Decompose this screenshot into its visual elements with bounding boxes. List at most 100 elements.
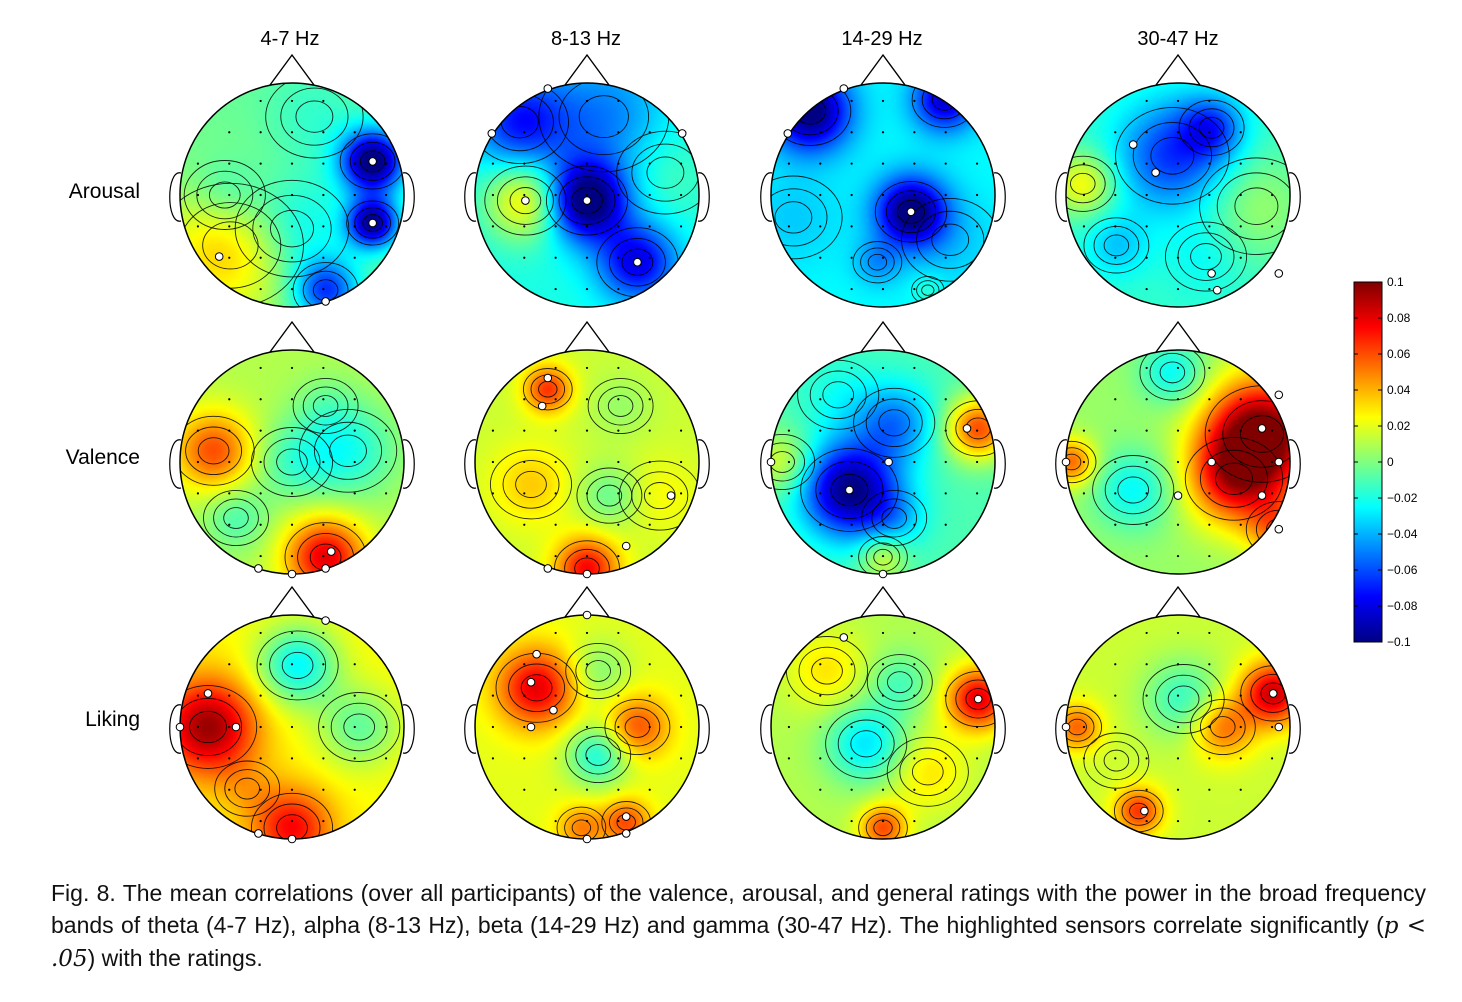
electrode-dot bbox=[913, 162, 916, 165]
topoplot-valence-alpha bbox=[464, 320, 710, 579]
electrode-dot bbox=[648, 429, 651, 432]
electrode-dot bbox=[353, 429, 356, 432]
colorbar-tick: −0.06 bbox=[1387, 563, 1418, 577]
electrode-dot bbox=[1270, 757, 1274, 760]
electrode-dot bbox=[228, 492, 231, 495]
right-ear-icon bbox=[697, 172, 710, 222]
electrode-dot bbox=[322, 131, 325, 134]
electrode-dot bbox=[384, 193, 388, 197]
nose-icon bbox=[860, 585, 906, 618]
electrode-dot bbox=[1082, 429, 1086, 432]
electrode-dot bbox=[679, 460, 683, 464]
nose-icon bbox=[1155, 320, 1201, 353]
significant-sensor-marker bbox=[633, 257, 642, 267]
electrode-dot bbox=[913, 819, 916, 823]
right-ear-icon bbox=[402, 172, 415, 222]
significant-sensor-marker bbox=[973, 694, 983, 704]
electrode-dot bbox=[881, 554, 885, 558]
significant-sensor-marker bbox=[487, 129, 497, 138]
electrode-dot bbox=[384, 162, 388, 165]
contour-line bbox=[830, 473, 869, 507]
contour-line bbox=[1093, 741, 1140, 781]
contour-line bbox=[1222, 400, 1290, 468]
significant-sensor-marker bbox=[1274, 722, 1284, 732]
significant-sensor-marker bbox=[203, 689, 213, 698]
contour-line bbox=[522, 368, 573, 411]
contour-line bbox=[1066, 164, 1106, 204]
left-ear-icon bbox=[1055, 439, 1068, 489]
right-ear-icon bbox=[993, 439, 1006, 489]
electrode-dot bbox=[787, 460, 791, 464]
electrode-dot bbox=[1145, 554, 1148, 558]
electrode-dot bbox=[228, 193, 231, 197]
contour-line bbox=[475, 83, 569, 165]
contour-line bbox=[564, 813, 599, 839]
electrode-dot bbox=[1176, 757, 1180, 760]
electrode-dot bbox=[384, 429, 388, 432]
electrode-dot bbox=[554, 757, 557, 760]
electrode-dot bbox=[850, 694, 853, 697]
colorbar-tick: −0.08 bbox=[1387, 599, 1418, 613]
contour-line bbox=[280, 87, 349, 146]
electrode-dot bbox=[290, 523, 294, 526]
electrode-dot bbox=[585, 631, 589, 635]
electrode-dot bbox=[617, 398, 620, 401]
electrode-dot bbox=[881, 663, 885, 666]
electrode-dot bbox=[913, 99, 916, 103]
right-ear-icon bbox=[1288, 172, 1301, 222]
electrode-dot bbox=[290, 162, 294, 165]
electrode-dot bbox=[1145, 523, 1148, 526]
electrode-dot bbox=[1176, 398, 1180, 401]
contour-line bbox=[811, 657, 843, 685]
contour-line bbox=[564, 548, 610, 574]
contour-line bbox=[203, 489, 269, 547]
electrode-dot bbox=[850, 99, 853, 103]
contour-line bbox=[1092, 455, 1175, 525]
electrode-dot bbox=[913, 131, 916, 134]
electrode-dot bbox=[554, 492, 557, 495]
electrode-dot bbox=[679, 725, 683, 729]
electrode-dot bbox=[648, 523, 651, 526]
significant-sensor-marker bbox=[766, 457, 776, 467]
column-title-gamma: 30-47 Hz bbox=[1137, 28, 1219, 50]
contour-line bbox=[1139, 350, 1206, 401]
electrode-dot bbox=[259, 631, 262, 635]
contour-line bbox=[359, 150, 386, 173]
contour-line bbox=[312, 395, 339, 417]
electrode-dot bbox=[554, 225, 557, 228]
electrode-dot bbox=[1208, 225, 1211, 228]
significant-sensor-marker bbox=[537, 401, 547, 411]
contour-line bbox=[1083, 732, 1150, 789]
significant-sensor-marker bbox=[878, 569, 888, 579]
contour-line bbox=[850, 730, 883, 758]
contour-line bbox=[815, 460, 884, 520]
electrode-dot bbox=[850, 757, 853, 760]
contour-lines bbox=[771, 359, 995, 574]
contour-line bbox=[1066, 447, 1089, 477]
electrode-dot bbox=[554, 725, 557, 729]
contour-line bbox=[545, 165, 629, 236]
electrode-dot bbox=[196, 460, 200, 464]
electrode-dot bbox=[1176, 193, 1180, 197]
contour-line bbox=[585, 660, 611, 682]
electrode-dot bbox=[585, 694, 589, 697]
electrode-dot bbox=[617, 523, 620, 526]
electrode-dot bbox=[819, 429, 822, 432]
contour-line bbox=[616, 130, 699, 215]
electrode-dot bbox=[1270, 429, 1274, 432]
significant-sensor-marker bbox=[321, 616, 330, 625]
contour-line bbox=[604, 698, 671, 756]
electrode-dot bbox=[585, 725, 589, 729]
electrode-dot bbox=[554, 819, 557, 823]
contour-line bbox=[571, 187, 603, 215]
contour-line bbox=[354, 207, 392, 239]
electrode-dot bbox=[617, 256, 620, 259]
electrode-dot bbox=[975, 162, 979, 165]
electrode-dot bbox=[944, 131, 947, 134]
electrode-dot bbox=[1114, 193, 1117, 197]
electrode-dot bbox=[523, 460, 526, 464]
electrode-dot bbox=[617, 663, 620, 666]
electrode-dot bbox=[1114, 694, 1117, 697]
electrode-dot bbox=[1114, 225, 1117, 228]
significant-sensor-marker bbox=[1128, 140, 1138, 149]
